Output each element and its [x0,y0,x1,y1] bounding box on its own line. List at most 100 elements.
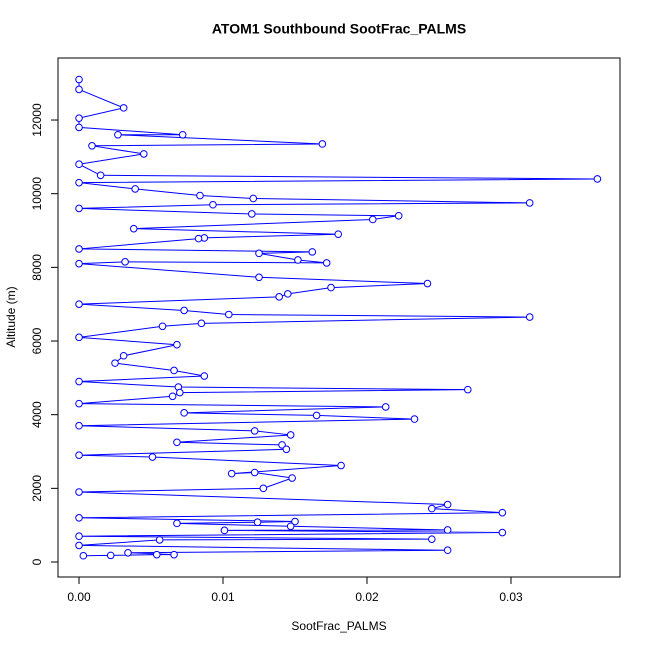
y-tick-label: 8000 [30,254,44,281]
data-point [129,224,138,233]
data-point [318,140,327,148]
data-point [312,411,321,420]
data-point [155,536,164,544]
y-tick-label: 4000 [30,401,44,428]
y-tick-label: 6000 [30,327,44,354]
data-point [220,526,229,535]
data-point [368,215,377,224]
data-point [337,461,345,470]
data-point [498,528,507,537]
x-axis-label: SootFrac_PALMS [291,619,386,633]
data-point [253,518,262,527]
data-point [593,175,602,183]
data-point [75,123,83,132]
data-point [124,549,132,557]
y-tick-label: 12000 [30,103,44,137]
data-point [131,185,139,193]
data-point [327,283,335,292]
data-point [196,191,204,200]
data-point [168,392,177,401]
data-point [75,245,83,253]
data-point [178,130,187,139]
data-point [250,427,259,435]
data-point [428,535,436,543]
data-point [498,508,507,517]
data-point [381,403,390,411]
data-point [75,399,83,408]
data-point [75,451,83,459]
data-point [275,293,283,301]
data-point [158,322,167,331]
data-point [75,333,83,342]
data-point [525,199,534,207]
data-point [75,488,83,496]
data-point [75,178,83,187]
data-point [176,388,184,397]
data-line [77,79,598,557]
data-point [75,377,83,386]
data-point [180,306,188,315]
data-point [282,445,291,454]
data-point [180,409,188,417]
data-point [209,200,217,209]
x-tick-label: 0.00 [67,590,91,604]
data-point [250,468,259,477]
data-point [249,194,258,203]
data-point [75,532,83,541]
data-point [173,340,181,349]
x-tick-label: 0.02 [355,590,379,604]
data-point [308,248,317,256]
data-point [79,551,88,560]
data-point [428,504,436,513]
data-point [284,290,292,298]
data-point [227,469,236,478]
data-point [75,514,83,522]
plot-frame [57,57,621,578]
data-point [334,230,343,239]
data-point [423,279,432,288]
data-point [111,359,119,367]
data-point [255,273,263,282]
data-point [525,313,534,321]
data-point [121,258,129,266]
x-tick-label: 0.01 [211,590,235,604]
y-axis-label: Altitude (m) [4,286,18,347]
data-point [96,171,105,180]
data-point [170,366,178,375]
data-point [294,256,302,264]
y-tick-label: 0 [30,558,44,565]
data-point [248,210,256,218]
data-point [75,541,83,550]
data-point [75,204,83,213]
data-point [173,519,181,528]
data-point [224,310,233,319]
data-point [443,546,452,555]
data-point [75,421,83,430]
data-point [75,300,83,308]
data-point [88,142,96,150]
data-point [291,517,299,526]
chart-title: ATOM1 Southbound SootFrac_PALMS [212,21,466,37]
data-point [197,319,206,328]
data-point [464,385,472,394]
data-point [75,114,83,122]
data-point [75,259,83,268]
data-point [119,104,128,112]
data-point [278,441,286,449]
data-point [170,550,178,559]
data-point [75,75,83,84]
data-point [394,211,403,220]
y-tick-label: 10000 [30,177,44,211]
data-point [140,150,148,158]
data-point [443,500,452,509]
data-point [75,160,83,169]
data-point [119,351,128,360]
data-point [288,474,296,482]
data-point [106,551,115,560]
data-point [114,130,122,139]
data-point [200,372,209,380]
data-point [75,85,83,94]
data-point [259,484,268,493]
